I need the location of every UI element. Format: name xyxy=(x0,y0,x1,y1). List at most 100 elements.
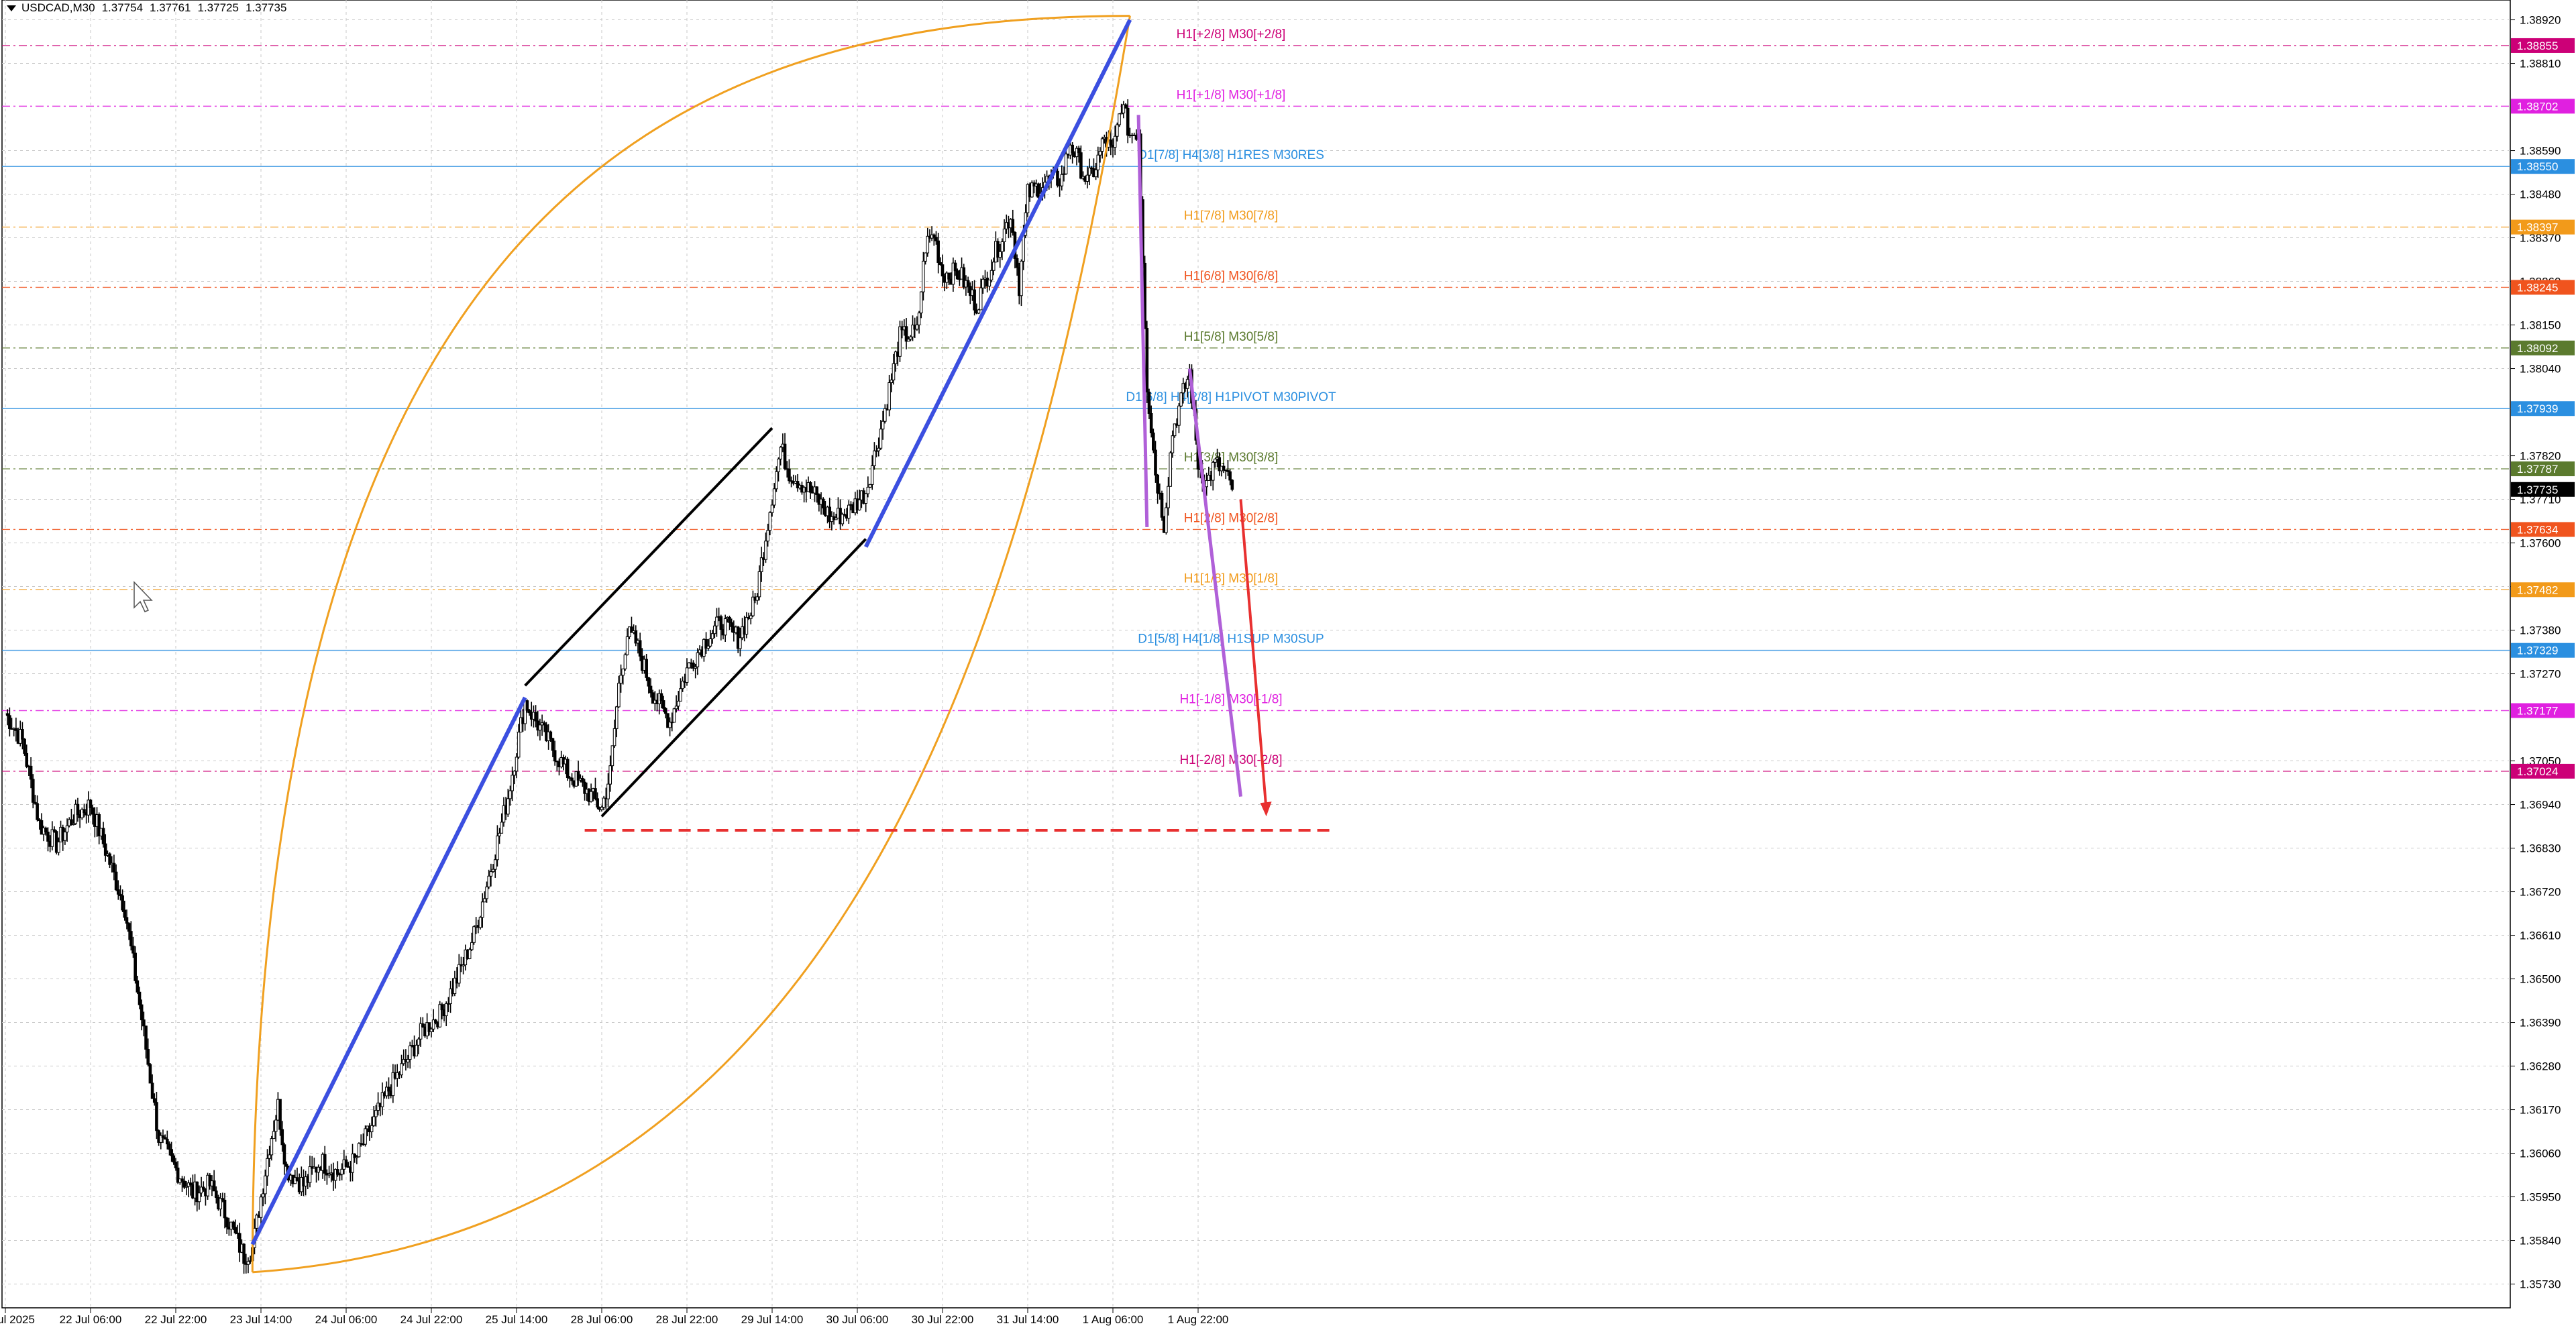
candle-body xyxy=(182,1180,186,1188)
candle-body xyxy=(904,326,908,342)
price-tag-label: 1.37024 xyxy=(2517,765,2558,778)
candle-body xyxy=(989,270,994,280)
y-tick-label: 1.38370 xyxy=(2520,232,2561,245)
candle-body xyxy=(1152,432,1155,451)
y-tick-label: 1.36500 xyxy=(2520,973,2561,986)
candle-body xyxy=(483,898,486,903)
candle-body xyxy=(666,713,669,728)
candle-body xyxy=(728,617,731,623)
candle-body xyxy=(1100,138,1104,152)
murrey-level-label: H1[+1/8] M30[+1/8] xyxy=(1177,88,1286,102)
candle-body xyxy=(395,1072,399,1079)
candle-body xyxy=(419,1023,423,1040)
candle-body xyxy=(470,942,474,950)
candle-body xyxy=(1165,507,1168,533)
candle-body xyxy=(338,1174,341,1176)
candle-body xyxy=(594,788,597,799)
candle-body xyxy=(370,1125,374,1133)
x-tick-label: 31 Jul 14:00 xyxy=(997,1313,1059,1326)
candle-body xyxy=(1000,241,1004,252)
candle-body xyxy=(610,745,614,767)
candle-body xyxy=(180,1178,184,1182)
x-tick-label: 30 Jul 22:00 xyxy=(912,1313,974,1326)
candle-body xyxy=(651,692,655,704)
candle-body xyxy=(121,895,124,911)
candle-body xyxy=(278,1099,282,1130)
x-tick-label: 24 Jul 22:00 xyxy=(400,1313,463,1326)
candle-body xyxy=(681,681,684,689)
candle-body xyxy=(438,1004,442,1027)
grid xyxy=(1,0,2511,1309)
candle-body xyxy=(1085,174,1089,182)
candle-body xyxy=(1022,235,1025,262)
candle-body xyxy=(759,557,763,572)
candle-body xyxy=(29,765,33,780)
candle-body xyxy=(112,862,116,873)
candle-body xyxy=(973,289,976,311)
candle-body xyxy=(340,1168,343,1175)
candle-body xyxy=(1218,457,1222,471)
candle-body xyxy=(551,738,555,751)
candle-body xyxy=(1060,174,1064,186)
price-tag xyxy=(2511,340,2575,355)
candle-body xyxy=(233,1227,237,1233)
candle-body xyxy=(266,1158,269,1176)
dropdown-triangle-icon[interactable] xyxy=(7,5,16,12)
candle-body xyxy=(34,801,37,804)
candle-body xyxy=(600,807,604,810)
candle-body xyxy=(566,759,570,779)
price-tag-label: 1.38397 xyxy=(2517,221,2558,234)
x-tick-label: 24 Jul 06:00 xyxy=(315,1313,378,1326)
candle-body xyxy=(715,616,718,626)
murrey-level-label: D1[7/8] H4[3/8] H1RES M30RES xyxy=(1138,148,1324,162)
candle-body xyxy=(1015,258,1019,268)
candle-body xyxy=(89,799,93,808)
candle-body xyxy=(934,237,938,241)
candle-body xyxy=(21,729,24,740)
candle-body xyxy=(152,1098,156,1103)
candle-body xyxy=(915,324,919,330)
candle-body xyxy=(596,798,599,808)
candle-body xyxy=(231,1221,235,1228)
candle-body xyxy=(489,871,493,877)
candle-body xyxy=(284,1164,288,1167)
candle-body xyxy=(1002,228,1006,242)
candle-body xyxy=(44,828,48,833)
candle-body xyxy=(70,819,73,826)
y-tick-label: 1.38480 xyxy=(2520,188,2561,201)
x-tick-label: 22 Jul 06:00 xyxy=(60,1313,122,1326)
candle-body xyxy=(146,1049,150,1065)
candle-body xyxy=(480,901,484,918)
candle-body xyxy=(444,1003,448,1017)
candle-body xyxy=(890,380,894,384)
candle-body xyxy=(612,728,616,746)
price-tag-label: 1.37939 xyxy=(2517,402,2558,415)
candle-body xyxy=(351,1154,354,1173)
candle-body xyxy=(630,626,633,633)
candle-body xyxy=(1026,184,1030,213)
candle-body xyxy=(272,1131,276,1139)
candle-body xyxy=(538,724,542,731)
y-tick-label: 1.37600 xyxy=(2520,537,2561,550)
current-price-tag xyxy=(2511,482,2575,497)
candle-body xyxy=(97,814,101,836)
candle-body xyxy=(1071,144,1074,154)
candle-body xyxy=(434,1019,437,1023)
time-axis[interactable]: 21 Jul 2025 22 Jul 06:00 22 Jul 22:00 23 Ju… xyxy=(0,1308,1228,1326)
candle-body xyxy=(472,926,476,943)
candle-body xyxy=(357,1143,361,1158)
candle-body xyxy=(694,666,698,669)
candle-body xyxy=(237,1233,241,1253)
y-tick-label: 1.36060 xyxy=(2520,1148,2561,1160)
price-axis[interactable]: 1.38920 1.38810 1.38590 1.38480 1.38370 1.382… xyxy=(2510,14,2575,1291)
murrey-level-label: H1[6/8] M30[6/8] xyxy=(1184,269,1278,283)
candle-body xyxy=(23,738,26,754)
candle-body xyxy=(1149,412,1153,433)
candle-body xyxy=(692,663,695,669)
candle-body xyxy=(962,267,966,288)
candle-body xyxy=(280,1129,284,1146)
candle-body xyxy=(327,1173,331,1176)
candle-body xyxy=(1145,327,1149,393)
price-tag xyxy=(2511,703,2575,718)
